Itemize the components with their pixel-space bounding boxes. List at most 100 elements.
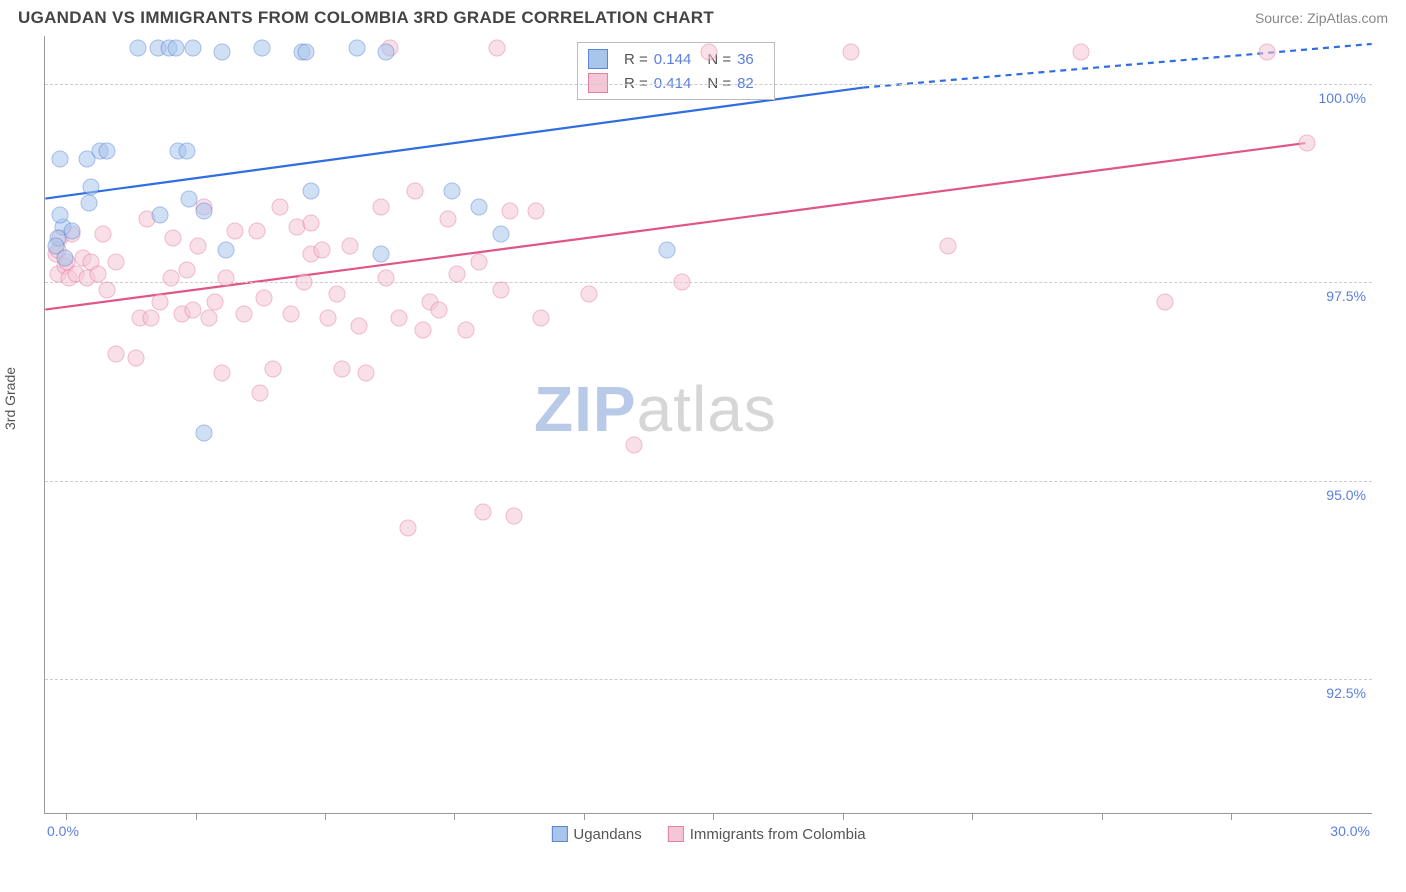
scatter-point-ugandans	[214, 43, 231, 60]
scatter-point-ugandans	[658, 242, 675, 259]
series-legend: Ugandans Immigrants from Colombia	[551, 826, 865, 843]
scatter-point-ugandans	[167, 39, 184, 56]
scatter-point-colombia	[313, 242, 330, 259]
scatter-point-ugandans	[492, 226, 509, 243]
scatter-point-colombia	[207, 293, 224, 310]
x-tick	[1231, 813, 1232, 820]
plot-area: ZIPatlas R = 0.144 N = 36 R = 0.414 N = …	[44, 36, 1372, 814]
legend-item-colombia: Immigrants from Colombia	[668, 826, 866, 843]
y-tick-label: 97.5%	[1326, 288, 1366, 304]
scatter-point-colombia	[448, 266, 465, 283]
x-tick	[972, 813, 973, 820]
scatter-point-ugandans	[83, 178, 100, 195]
scatter-point-ugandans	[180, 190, 197, 207]
scatter-point-colombia	[320, 309, 337, 326]
x-tick	[454, 813, 455, 820]
scatter-point-colombia	[373, 198, 390, 215]
scatter-point-ugandans	[129, 39, 146, 56]
legend-row-ugandans: R = 0.144 N = 36	[588, 47, 764, 71]
scatter-point-colombia	[357, 365, 374, 382]
scatter-point-ugandans	[152, 206, 169, 223]
scatter-point-colombia	[415, 321, 432, 338]
gridline	[45, 84, 1372, 85]
scatter-point-ugandans	[470, 198, 487, 215]
scatter-point-colombia	[342, 238, 359, 255]
trend-lines	[45, 36, 1372, 813]
scatter-point-colombia	[625, 436, 642, 453]
legend-swatch-colombia	[668, 826, 684, 842]
legend-swatch-ugandans	[551, 826, 567, 842]
gridline	[45, 481, 1372, 482]
scatter-point-colombia	[501, 202, 518, 219]
scatter-point-colombia	[842, 43, 859, 60]
scatter-point-ugandans	[298, 43, 315, 60]
scatter-point-ugandans	[196, 202, 213, 219]
scatter-point-colombia	[1072, 43, 1089, 60]
scatter-point-colombia	[1258, 43, 1275, 60]
scatter-point-colombia	[163, 270, 180, 287]
chart-container: ZIPatlas R = 0.144 N = 36 R = 0.414 N = …	[44, 36, 1388, 814]
scatter-point-colombia	[430, 301, 447, 318]
scatter-point-ugandans	[56, 250, 73, 267]
scatter-point-colombia	[406, 182, 423, 199]
scatter-point-colombia	[90, 266, 107, 283]
scatter-point-ugandans	[98, 143, 115, 160]
scatter-point-ugandans	[196, 424, 213, 441]
scatter-point-ugandans	[218, 242, 235, 259]
scatter-point-ugandans	[302, 182, 319, 199]
legend-item-ugandans: Ugandans	[551, 826, 641, 843]
scatter-point-colombia	[940, 238, 957, 255]
scatter-point-colombia	[282, 305, 299, 322]
scatter-point-colombia	[377, 270, 394, 287]
scatter-point-colombia	[152, 293, 169, 310]
scatter-point-colombia	[457, 321, 474, 338]
scatter-point-colombia	[236, 305, 253, 322]
y-tick-label: 92.5%	[1326, 685, 1366, 701]
correlation-legend: R = 0.144 N = 36 R = 0.414 N = 82	[577, 42, 775, 100]
gridline	[45, 679, 1372, 680]
y-tick-label: 95.0%	[1326, 487, 1366, 503]
scatter-point-colombia	[256, 289, 273, 306]
legend-label-colombia: Immigrants from Colombia	[690, 826, 866, 843]
legend-label-ugandans: Ugandans	[573, 826, 641, 843]
x-tick	[713, 813, 714, 820]
scatter-point-ugandans	[253, 39, 270, 56]
scatter-point-colombia	[399, 520, 416, 537]
x-tick	[1102, 813, 1103, 820]
scatter-point-colombia	[143, 309, 160, 326]
scatter-point-colombia	[249, 222, 266, 239]
scatter-point-colombia	[333, 361, 350, 378]
scatter-point-colombia	[94, 226, 111, 243]
scatter-point-colombia	[528, 202, 545, 219]
r-label: R =	[624, 51, 648, 68]
chart-title: UGANDAN VS IMMIGRANTS FROM COLOMBIA 3RD …	[18, 8, 714, 28]
scatter-point-colombia	[264, 361, 281, 378]
scatter-point-colombia	[107, 254, 124, 271]
scatter-point-colombia	[506, 508, 523, 525]
r-value-ugandans: 0.144	[654, 51, 692, 68]
watermark: ZIPatlas	[534, 372, 777, 446]
scatter-point-ugandans	[52, 151, 69, 168]
scatter-point-colombia	[227, 222, 244, 239]
gridline	[45, 282, 1372, 283]
scatter-point-ugandans	[178, 143, 195, 160]
y-tick-label: 100.0%	[1319, 90, 1366, 106]
x-tick	[325, 813, 326, 820]
scatter-point-ugandans	[63, 222, 80, 239]
x-axis-max-label: 30.0%	[1330, 823, 1370, 839]
scatter-point-colombia	[271, 198, 288, 215]
scatter-point-colombia	[214, 365, 231, 382]
scatter-point-colombia	[674, 274, 691, 291]
scatter-point-colombia	[178, 262, 195, 279]
scatter-point-colombia	[98, 282, 115, 299]
scatter-point-colombia	[218, 270, 235, 287]
chart-header: UGANDAN VS IMMIGRANTS FROM COLOMBIA 3RD …	[0, 0, 1406, 36]
scatter-point-colombia	[532, 309, 549, 326]
scatter-point-colombia	[470, 254, 487, 271]
scatter-point-colombia	[107, 345, 124, 362]
scatter-point-colombia	[295, 274, 312, 291]
x-tick	[66, 813, 67, 820]
scatter-point-ugandans	[349, 39, 366, 56]
scatter-point-colombia	[127, 349, 144, 366]
scatter-point-colombia	[1156, 293, 1173, 310]
